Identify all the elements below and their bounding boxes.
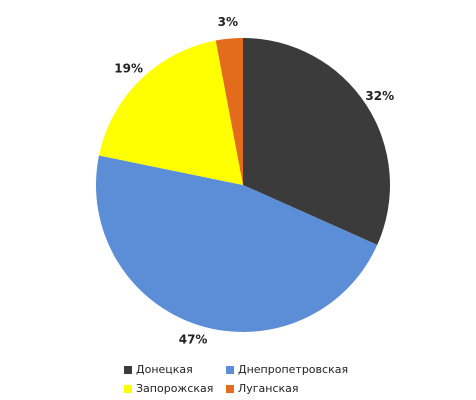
pie-slice <box>95 155 378 333</box>
pie-slice <box>243 38 391 245</box>
data-label: 3% <box>218 15 238 29</box>
legend-label: Запорожская <box>136 382 213 395</box>
legend-marker <box>226 385 234 393</box>
legend-label: Донецкая <box>136 363 193 376</box>
data-label: 32% <box>365 89 394 103</box>
legend-marker <box>124 366 132 374</box>
data-label: 19% <box>114 61 143 75</box>
pie-slice <box>98 40 244 186</box>
legend-marker <box>226 366 234 374</box>
pie-slice <box>215 38 243 185</box>
data-label: 47% <box>179 333 208 347</box>
legend-marker <box>124 385 132 393</box>
legend-label: Луганская <box>238 382 299 395</box>
legend-label: Днепропетровская <box>238 363 348 376</box>
